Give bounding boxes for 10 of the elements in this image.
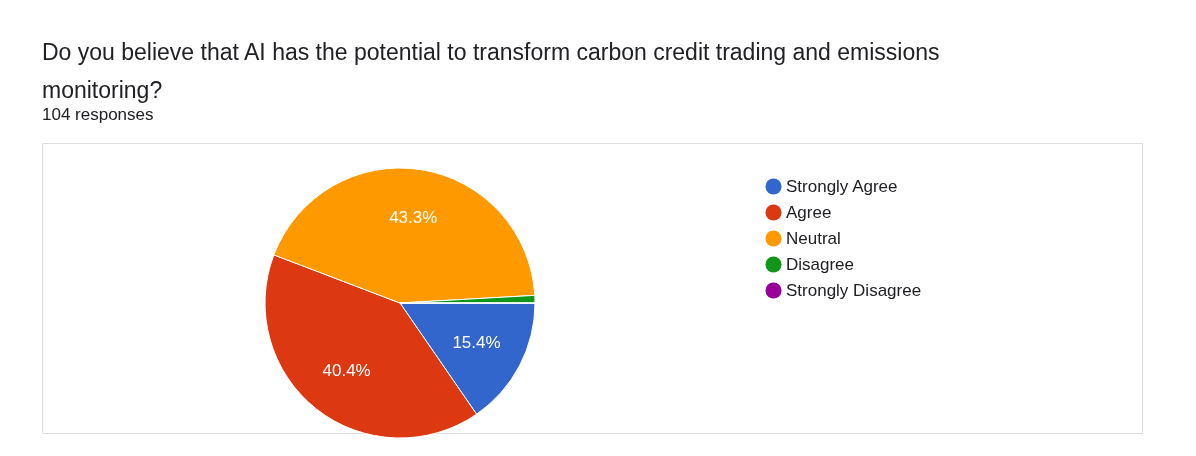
legend-label: Neutral <box>786 228 841 248</box>
data-label: 40.4% <box>322 360 371 380</box>
legend-label: Strongly Disagree <box>786 280 922 300</box>
data-label: 43.3% <box>389 207 438 227</box>
data-label: 15.4% <box>452 333 501 353</box>
legend-label: Strongly Agree <box>786 176 898 196</box>
legend-label: Agree <box>786 202 832 222</box>
legend-label: Disagree <box>786 254 855 274</box>
chart-title: Do you believe that AI has the potential to transform carbon credit trading and emissions monitoring? <box>42 39 940 103</box>
text: 104 responses <box>42 105 154 124</box>
